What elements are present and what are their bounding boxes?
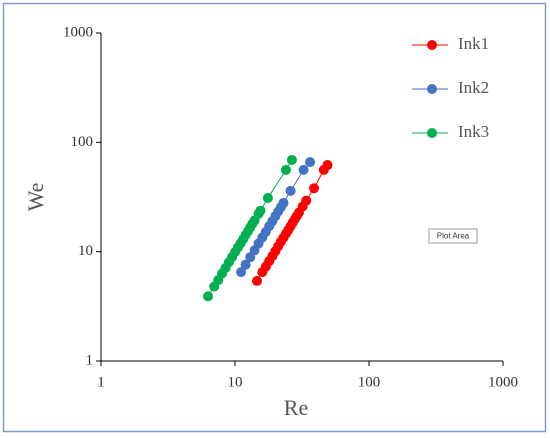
y-tick-label: 1 bbox=[86, 352, 94, 368]
legend-label: Ink2 bbox=[458, 78, 489, 97]
point bbox=[252, 275, 263, 286]
point bbox=[301, 195, 312, 206]
x-tick-label: 100 bbox=[358, 374, 381, 390]
point bbox=[286, 154, 297, 165]
point bbox=[305, 157, 316, 168]
legend-marker bbox=[427, 128, 437, 138]
point bbox=[203, 291, 214, 302]
y-axis-title: We bbox=[23, 183, 48, 212]
x-tick-label: 1000 bbox=[488, 374, 518, 390]
x-axis-title: Re bbox=[284, 395, 308, 420]
legend-label: Ink1 bbox=[458, 34, 489, 53]
x-tick-label: 1 bbox=[97, 374, 105, 390]
legend-marker bbox=[427, 84, 437, 94]
legend-label: Ink3 bbox=[458, 122, 489, 141]
point bbox=[322, 160, 333, 171]
point bbox=[298, 164, 309, 175]
x-tick-label: 10 bbox=[228, 374, 243, 390]
point bbox=[240, 259, 251, 270]
y-tick-label: 100 bbox=[71, 134, 94, 150]
legend-marker bbox=[427, 40, 437, 50]
y-tick-label: 10 bbox=[78, 243, 93, 259]
point bbox=[309, 183, 320, 194]
point bbox=[236, 267, 247, 278]
point bbox=[262, 192, 273, 203]
y-tick-label: 1000 bbox=[63, 24, 93, 40]
point bbox=[278, 197, 289, 208]
point bbox=[280, 164, 291, 175]
tooltip: Plot Area bbox=[437, 232, 470, 241]
point bbox=[255, 205, 266, 216]
tooltip-box bbox=[428, 228, 478, 244]
point bbox=[285, 185, 296, 196]
